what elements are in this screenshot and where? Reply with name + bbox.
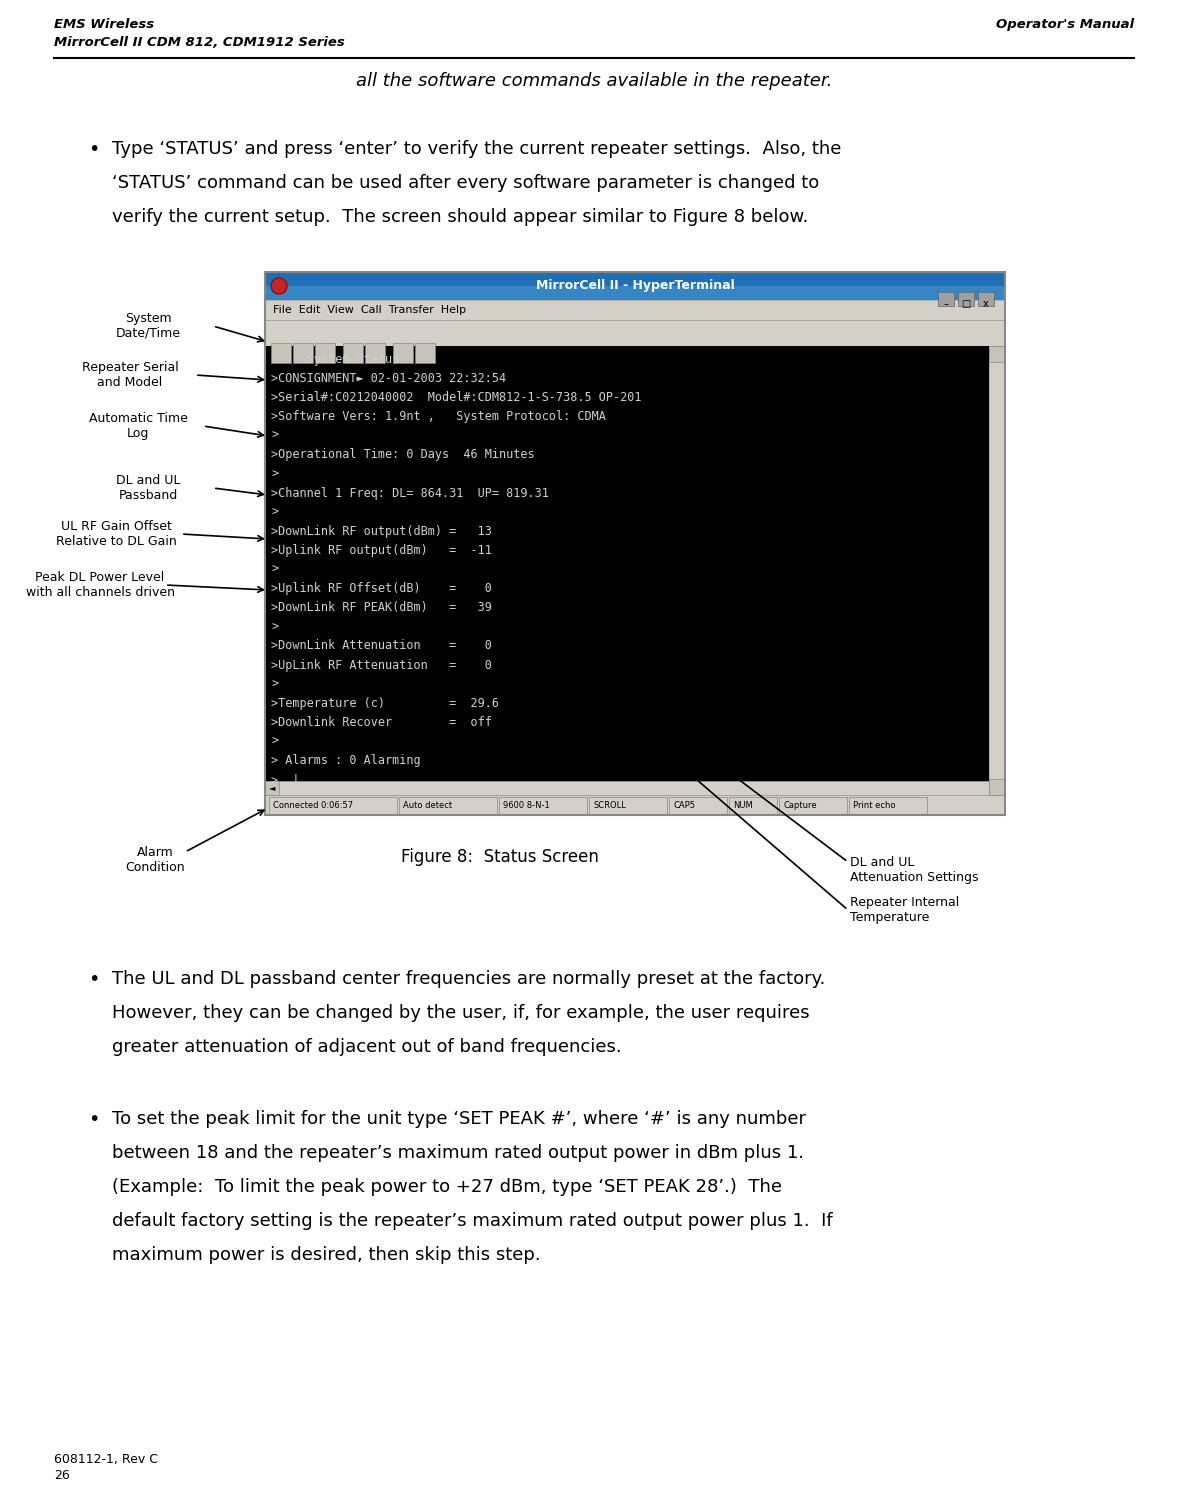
- Text: >Operational Time: 0 Days  46 Minutes: >Operational Time: 0 Days 46 Minutes: [271, 449, 535, 461]
- Text: –: –: [943, 300, 948, 309]
- Text: between 18 and the repeater’s maximum rated output power in dBm plus 1.: between 18 and the repeater’s maximum ra…: [112, 1144, 804, 1161]
- Text: >  |: > |: [271, 774, 299, 786]
- Text: x: x: [984, 300, 988, 309]
- Text: default factory setting is the repeater’s maximum rated output power plus 1.  If: default factory setting is the repeater’…: [112, 1212, 833, 1230]
- Text: System Status: System Status: [271, 353, 399, 365]
- Bar: [265, 795, 1005, 816]
- Text: >: >: [271, 735, 278, 748]
- Bar: [988, 346, 1005, 362]
- Text: MirrorCell II - HyperTerminal: MirrorCell II - HyperTerminal: [536, 279, 734, 292]
- Text: Print echo: Print echo: [853, 801, 896, 810]
- Text: □: □: [961, 300, 971, 309]
- Text: >Uplink RF Offset(dB)    =    0: >Uplink RF Offset(dB) = 0: [271, 581, 492, 595]
- Bar: [399, 798, 497, 816]
- Bar: [271, 343, 291, 362]
- Text: >: >: [271, 564, 278, 576]
- Circle shape: [271, 277, 287, 294]
- Text: 26: 26: [53, 1469, 70, 1482]
- Text: CAP5: CAP5: [672, 801, 695, 810]
- Bar: [729, 798, 777, 816]
- Text: ‘STATUS’ command can be used after every software parameter is changed to: ‘STATUS’ command can be used after every…: [112, 174, 820, 192]
- Text: DL and UL
Passband: DL and UL Passband: [115, 474, 181, 502]
- Text: Capture: Capture: [783, 801, 816, 810]
- Bar: [779, 798, 847, 816]
- Bar: [315, 343, 335, 362]
- Bar: [958, 292, 974, 306]
- Text: MirrorCell II CDM 812, CDM1912 Series: MirrorCell II CDM 812, CDM1912 Series: [53, 36, 345, 49]
- Text: >UpLink RF Attenuation   =    0: >UpLink RF Attenuation = 0: [271, 659, 492, 671]
- Text: Connected 0:06:57: Connected 0:06:57: [273, 801, 353, 810]
- Bar: [265, 300, 1005, 321]
- Text: >: >: [271, 678, 278, 690]
- Text: >: >: [271, 505, 278, 519]
- Text: Repeater Internal
Temperature: Repeater Internal Temperature: [849, 896, 959, 924]
- Text: Alarm
Condition: Alarm Condition: [125, 845, 185, 874]
- Text: all the software commands available in the repeater.: all the software commands available in t…: [356, 72, 832, 89]
- Text: >Uplink RF output(dBm)   =  -11: >Uplink RF output(dBm) = -11: [271, 544, 492, 558]
- Bar: [268, 798, 397, 816]
- Text: UL RF Gain Offset
Relative to DL Gain: UL RF Gain Offset Relative to DL Gain: [56, 520, 176, 549]
- Bar: [265, 781, 279, 795]
- Text: > Alarms : 0 Alarming: > Alarms : 0 Alarming: [271, 754, 421, 766]
- Bar: [849, 798, 927, 816]
- Text: 608112-1, Rev C: 608112-1, Rev C: [53, 1454, 158, 1466]
- Text: (Example:  To limit the peak power to +27 dBm, type ‘SET PEAK 28’.)  The: (Example: To limit the peak power to +27…: [112, 1178, 782, 1196]
- Text: System
Date/Time: System Date/Time: [115, 312, 181, 340]
- Text: •: •: [88, 140, 100, 160]
- Bar: [988, 778, 1005, 795]
- Text: >Software Vers: 1.9nt ,   System Protocol: CDMA: >Software Vers: 1.9nt , System Protocol:…: [271, 410, 606, 423]
- Bar: [988, 346, 1005, 795]
- Text: The UL and DL passband center frequencies are normally preset at the factory.: The UL and DL passband center frequencie…: [112, 971, 826, 989]
- Text: NUM: NUM: [733, 801, 753, 810]
- Bar: [415, 343, 435, 362]
- Text: >Temperature (c)         =  29.6: >Temperature (c) = 29.6: [271, 696, 499, 710]
- Text: EMS Wireless: EMS Wireless: [53, 18, 154, 31]
- Text: Operator's Manual: Operator's Manual: [996, 18, 1135, 31]
- Bar: [265, 271, 1005, 300]
- Text: >DownLink RF PEAK(dBm)   =   39: >DownLink RF PEAK(dBm) = 39: [271, 601, 492, 614]
- Text: Auto detect: Auto detect: [403, 801, 453, 810]
- Text: To set the peak limit for the unit type ‘SET PEAK #’, where ‘#’ is any number: To set the peak limit for the unit type …: [112, 1109, 805, 1129]
- Bar: [669, 798, 727, 816]
- Text: >DownLink Attenuation    =    0: >DownLink Attenuation = 0: [271, 640, 492, 653]
- Bar: [293, 343, 312, 362]
- Bar: [499, 798, 587, 816]
- Text: >CONSIGNMENT► 02-01-2003 22:32:54: >CONSIGNMENT► 02-01-2003 22:32:54: [271, 371, 506, 385]
- Text: >: >: [271, 468, 278, 480]
- Bar: [265, 781, 988, 795]
- Text: DL and UL
Attenuation Settings: DL and UL Attenuation Settings: [849, 856, 979, 884]
- Text: SCROLL: SCROLL: [593, 801, 626, 810]
- Text: >Serial#:C0212040002  Model#:CDM812-1-S-738.5 OP-201: >Serial#:C0212040002 Model#:CDM812-1-S-7…: [271, 391, 642, 404]
- Text: >DownLink RF output(dBm) =   13: >DownLink RF output(dBm) = 13: [271, 525, 492, 538]
- Text: verify the current setup.  The screen should appear similar to Figure 8 below.: verify the current setup. The screen sho…: [112, 209, 808, 227]
- Text: Type ‘STATUS’ and press ‘enter’ to verify the current repeater settings.  Also, : Type ‘STATUS’ and press ‘enter’ to verif…: [112, 140, 841, 158]
- Bar: [939, 292, 954, 306]
- Text: Automatic Time
Log: Automatic Time Log: [89, 412, 188, 440]
- Text: >: >: [271, 620, 278, 634]
- Text: •: •: [88, 1109, 100, 1129]
- Text: ◄: ◄: [268, 783, 276, 793]
- Text: maximum power is desired, then skip this step.: maximum power is desired, then skip this…: [112, 1246, 541, 1264]
- Bar: [265, 271, 1005, 816]
- Text: >Channel 1 Freq: DL= 864.31  UP= 819.31: >Channel 1 Freq: DL= 864.31 UP= 819.31: [271, 486, 549, 499]
- Bar: [365, 343, 385, 362]
- Text: Repeater Serial
and Model: Repeater Serial and Model: [82, 361, 178, 389]
- Text: However, they can be changed by the user, if, for example, the user requires: However, they can be changed by the user…: [112, 1003, 810, 1021]
- Text: greater attenuation of adjacent out of band frequencies.: greater attenuation of adjacent out of b…: [112, 1038, 621, 1056]
- Bar: [393, 343, 413, 362]
- Bar: [978, 292, 994, 306]
- Bar: [265, 286, 1005, 300]
- Text: >: >: [271, 429, 278, 443]
- Text: File  Edit  View  Call  Transfer  Help: File Edit View Call Transfer Help: [273, 306, 466, 315]
- Text: >Downlink Recover        =  off: >Downlink Recover = off: [271, 716, 492, 729]
- Text: •: •: [88, 971, 100, 989]
- Text: 9600 8-N-1: 9600 8-N-1: [503, 801, 550, 810]
- Bar: [265, 346, 988, 795]
- Bar: [343, 343, 364, 362]
- Text: Figure 8:  Status Screen: Figure 8: Status Screen: [402, 848, 599, 866]
- Text: Peak DL Power Level
with all channels driven: Peak DL Power Level with all channels dr…: [25, 571, 175, 599]
- Bar: [265, 321, 1005, 346]
- Bar: [589, 798, 666, 816]
